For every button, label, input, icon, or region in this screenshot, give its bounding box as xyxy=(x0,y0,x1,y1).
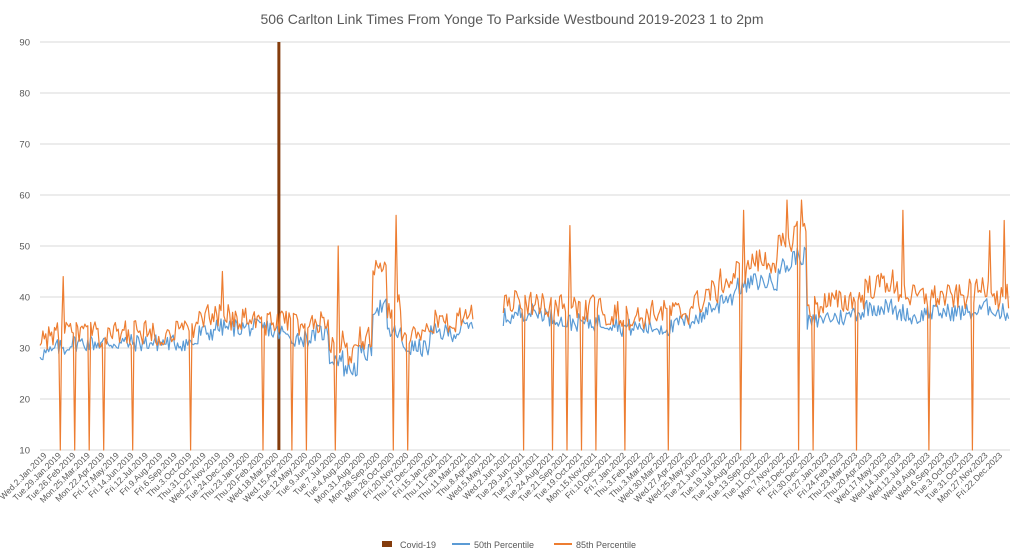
y-tick-label: 80 xyxy=(19,89,30,100)
grid xyxy=(40,41,1010,451)
legend-swatch-covid-19 xyxy=(382,541,392,547)
y-tick-label: 70 xyxy=(19,140,30,151)
y-tick-label: 60 xyxy=(19,191,30,202)
y-axis-ticks: 10 20 30 40 50 60 70 80 90 xyxy=(19,38,30,457)
series-line-85th-percentile xyxy=(39,199,1010,451)
y-tick-label: 50 xyxy=(19,242,30,253)
covid-19-bar xyxy=(277,42,281,450)
series-lines xyxy=(39,199,1010,451)
y-tick-label: 10 xyxy=(19,446,30,457)
y-tick-label: 40 xyxy=(19,293,30,304)
legend-label: 50th Percentile xyxy=(474,540,534,550)
y-tick-label: 90 xyxy=(19,38,30,49)
y-tick-label: 30 xyxy=(19,344,30,355)
legend-label: Covid-19 xyxy=(400,540,436,550)
chart-title: 506 Carlton Link Times From Yonge To Par… xyxy=(260,11,763,27)
y-tick-label: 20 xyxy=(19,395,30,406)
covid-marker xyxy=(277,42,281,450)
legend: Covid-19 50th Percentile 85th Percentile xyxy=(382,540,636,550)
x-axis-ticks: Wed.2.Jan.2019Tue.29.Jan.2019Tue.26.Feb.… xyxy=(0,450,1004,506)
legend-label: 85th Percentile xyxy=(576,540,636,550)
